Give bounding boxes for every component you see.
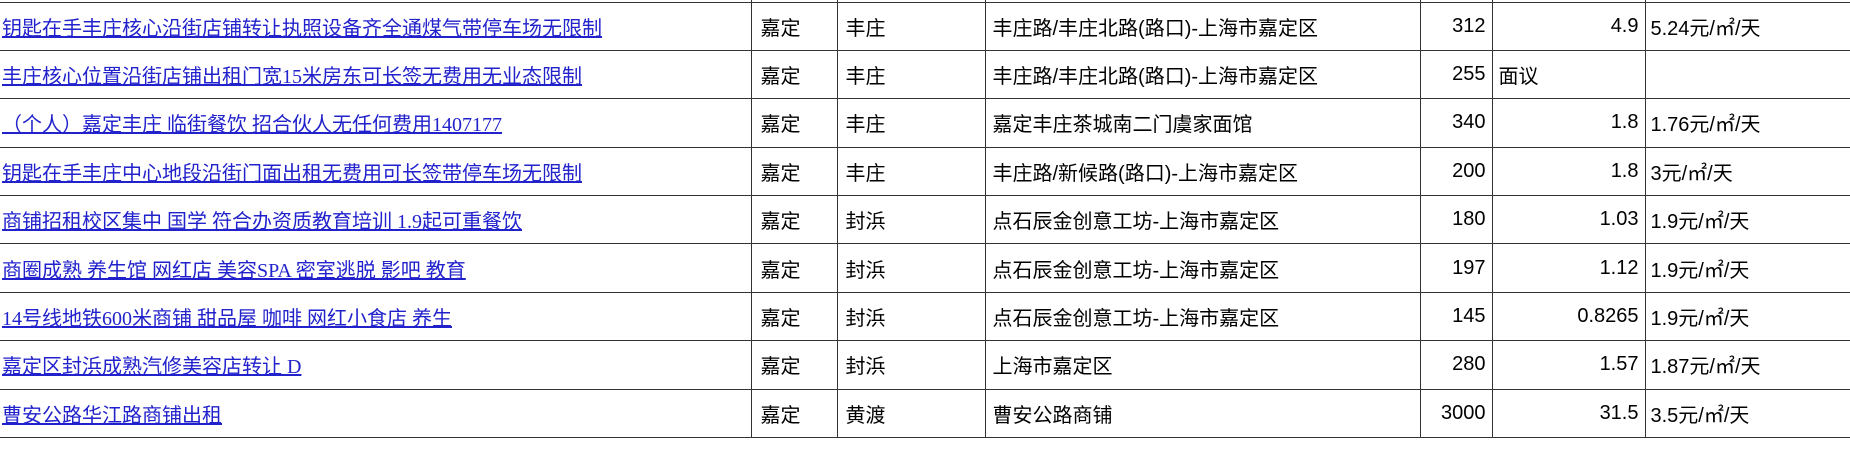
- listings-table: 钥匙在手丰庄核心沿街店铺转让执照设备齐全通煤气带停车场无限制 嘉定 丰庄 丰庄路/丰庄…: [0, 0, 1850, 439]
- listing-title-link[interactable]: 商圈成熟 养生馆 网红店 美容SPA 密室逃脱 影吧 教育: [2, 259, 466, 282]
- cell-unit-price: 3元/㎡/天: [1644, 146, 1850, 197]
- cell-title: 商圈成熟 养生馆 网红店 美容SPA 密室逃脱 影吧 教育: [0, 243, 752, 293]
- cell-title: 丰庄核心位置沿街店铺出租门宽15米房东可长签无费用无业态限制: [0, 49, 752, 100]
- table-row: 商铺招租校区集中 国学 符合办资质教育培训 1.9起可重餐饮 嘉定 封浜 点石辰金创意…: [0, 195, 1850, 245]
- cell-area: 封浜: [836, 340, 986, 390]
- cell-price: 1.03: [1491, 195, 1646, 245]
- cell-area-sqm: 180: [1419, 195, 1493, 245]
- cell-area-sqm: 255: [1419, 49, 1493, 100]
- cell-title: 14号线地铁600米商铺 甜品屋 咖啡 网红小食店 养生: [0, 291, 752, 342]
- cell-address: 点石辰金创意工坊-上海市嘉定区: [984, 243, 1421, 293]
- cell-area-sqm: 340: [1419, 98, 1493, 148]
- table-row: 丰庄核心位置沿街店铺出租门宽15米房东可长签无费用无业态限制 嘉定 丰庄 丰庄路/丰庄…: [0, 49, 1850, 100]
- cell-address: 曹安公路商铺: [984, 388, 1421, 439]
- table-row: 嘉定区封浜成熟汽修美容店转让 D 嘉定 封浜 上海市嘉定区 280 1.57 1.87元/㎡…: [0, 340, 1850, 390]
- cell-address: 点石辰金创意工坊-上海市嘉定区: [984, 291, 1421, 342]
- cell-price: 1.8: [1491, 146, 1646, 197]
- cell-unit-price: 3.5元/㎡/天: [1644, 388, 1850, 439]
- cell-district: 嘉定: [750, 98, 838, 148]
- listing-title-link[interactable]: 14号线地铁600米商铺 甜品屋 咖啡 网红小食店 养生: [2, 308, 452, 331]
- cell-unit-price: 1.9元/㎡/天: [1644, 195, 1850, 245]
- cell-title: 曹安公路华江路商铺出租: [0, 388, 752, 439]
- cell-district: 嘉定: [750, 291, 838, 342]
- cell-title: 商铺招租校区集中 国学 符合办资质教育培训 1.9起可重餐饮: [0, 195, 752, 245]
- cell-district: 嘉定: [750, 49, 838, 100]
- cell-price: 1.8: [1491, 98, 1646, 148]
- listing-title-link[interactable]: （个人）嘉定丰庄 临街餐饮 招合伙人无任何费用1407177: [2, 114, 502, 137]
- cell-price: 1.57: [1491, 340, 1646, 390]
- cell-area: 黄渡: [836, 388, 986, 439]
- table-row: 曹安公路华江路商铺出租 嘉定 黄渡 曹安公路商铺 3000 31.5 3.5元/㎡/天: [0, 388, 1850, 439]
- cell-address: 丰庄路/丰庄北路(路口)-上海市嘉定区: [984, 1, 1421, 51]
- cell-area-sqm: 145: [1419, 291, 1493, 342]
- cell-price: 4.9: [1491, 1, 1646, 51]
- cell-area: 丰庄: [836, 146, 986, 197]
- listing-title-link[interactable]: 商铺招租校区集中 国学 符合办资质教育培训 1.9起可重餐饮: [2, 211, 522, 234]
- cell-unit-price: 1.9元/㎡/天: [1644, 291, 1850, 342]
- cell-area-sqm: 312: [1419, 1, 1493, 51]
- cell-price: 31.5: [1491, 388, 1646, 439]
- cell-address: 上海市嘉定区: [984, 340, 1421, 390]
- table-row: 14号线地铁600米商铺 甜品屋 咖啡 网红小食店 养生 嘉定 封浜 点石辰金创意工坊…: [0, 291, 1850, 342]
- cell-area: 封浜: [836, 291, 986, 342]
- cell-unit-price: 5.24元/㎡/天: [1644, 1, 1850, 51]
- cell-district: 嘉定: [750, 340, 838, 390]
- cell-address: 丰庄路/丰庄北路(路口)-上海市嘉定区: [984, 49, 1421, 100]
- cell-area-sqm: 200: [1419, 146, 1493, 197]
- cell-title: 嘉定区封浜成熟汽修美容店转让 D: [0, 340, 752, 390]
- cell-unit-price: 1.9元/㎡/天: [1644, 243, 1850, 293]
- cell-unit-price: [1644, 49, 1850, 100]
- cell-district: 嘉定: [750, 388, 838, 439]
- cell-area: 封浜: [836, 243, 986, 293]
- cell-address: 嘉定丰庄茶城南二门虞家面馆: [984, 98, 1421, 148]
- table-row: 商圈成熟 养生馆 网红店 美容SPA 密室逃脱 影吧 教育 嘉定 封浜 点石辰金创意工…: [0, 243, 1850, 293]
- cell-district: 嘉定: [750, 1, 838, 51]
- listing-title-link[interactable]: 钥匙在手丰庄中心地段沿街门面出租无费用可长签带停车场无限制: [2, 162, 582, 185]
- table-row: 钥匙在手丰庄核心沿街店铺转让执照设备齐全通煤气带停车场无限制 嘉定 丰庄 丰庄路/丰庄…: [0, 1, 1850, 51]
- listing-title-link[interactable]: 钥匙在手丰庄核心沿街店铺转让执照设备齐全通煤气带停车场无限制: [2, 17, 602, 40]
- cell-title: 钥匙在手丰庄核心沿街店铺转让执照设备齐全通煤气带停车场无限制: [0, 1, 752, 51]
- cell-area: 丰庄: [836, 98, 986, 148]
- cell-district: 嘉定: [750, 195, 838, 245]
- cell-title: 钥匙在手丰庄中心地段沿街门面出租无费用可长签带停车场无限制: [0, 146, 752, 197]
- cell-price: 0.8265: [1491, 291, 1646, 342]
- cell-area-sqm: 280: [1419, 340, 1493, 390]
- listing-title-link[interactable]: 嘉定区封浜成熟汽修美容店转让 D: [2, 356, 302, 379]
- table-row: （个人）嘉定丰庄 临街餐饮 招合伙人无任何费用1407177 嘉定 丰庄 嘉定丰庄茶城…: [0, 98, 1850, 148]
- table-row: 钥匙在手丰庄中心地段沿街门面出租无费用可长签带停车场无限制 嘉定 丰庄 丰庄路/新候路…: [0, 146, 1850, 197]
- cell-area: 丰庄: [836, 1, 986, 51]
- cell-area-sqm: 3000: [1419, 388, 1493, 439]
- cell-unit-price: 1.76元/㎡/天: [1644, 98, 1850, 148]
- cell-price: 1.12: [1491, 243, 1646, 293]
- cell-district: 嘉定: [750, 243, 838, 293]
- cell-unit-price: 1.87元/㎡/天: [1644, 340, 1850, 390]
- cell-district: 嘉定: [750, 146, 838, 197]
- cell-area: 丰庄: [836, 49, 986, 100]
- listing-title-link[interactable]: 丰庄核心位置沿街店铺出租门宽15米房东可长签无费用无业态限制: [2, 66, 582, 89]
- cell-title: （个人）嘉定丰庄 临街餐饮 招合伙人无任何费用1407177: [0, 98, 752, 148]
- cell-price: 面议: [1491, 49, 1646, 100]
- cell-address: 丰庄路/新候路(路口)-上海市嘉定区: [984, 146, 1421, 197]
- cell-address: 点石辰金创意工坊-上海市嘉定区: [984, 195, 1421, 245]
- cell-area: 封浜: [836, 195, 986, 245]
- cell-area-sqm: 197: [1419, 243, 1493, 293]
- listing-title-link[interactable]: 曹安公路华江路商铺出租: [2, 404, 222, 427]
